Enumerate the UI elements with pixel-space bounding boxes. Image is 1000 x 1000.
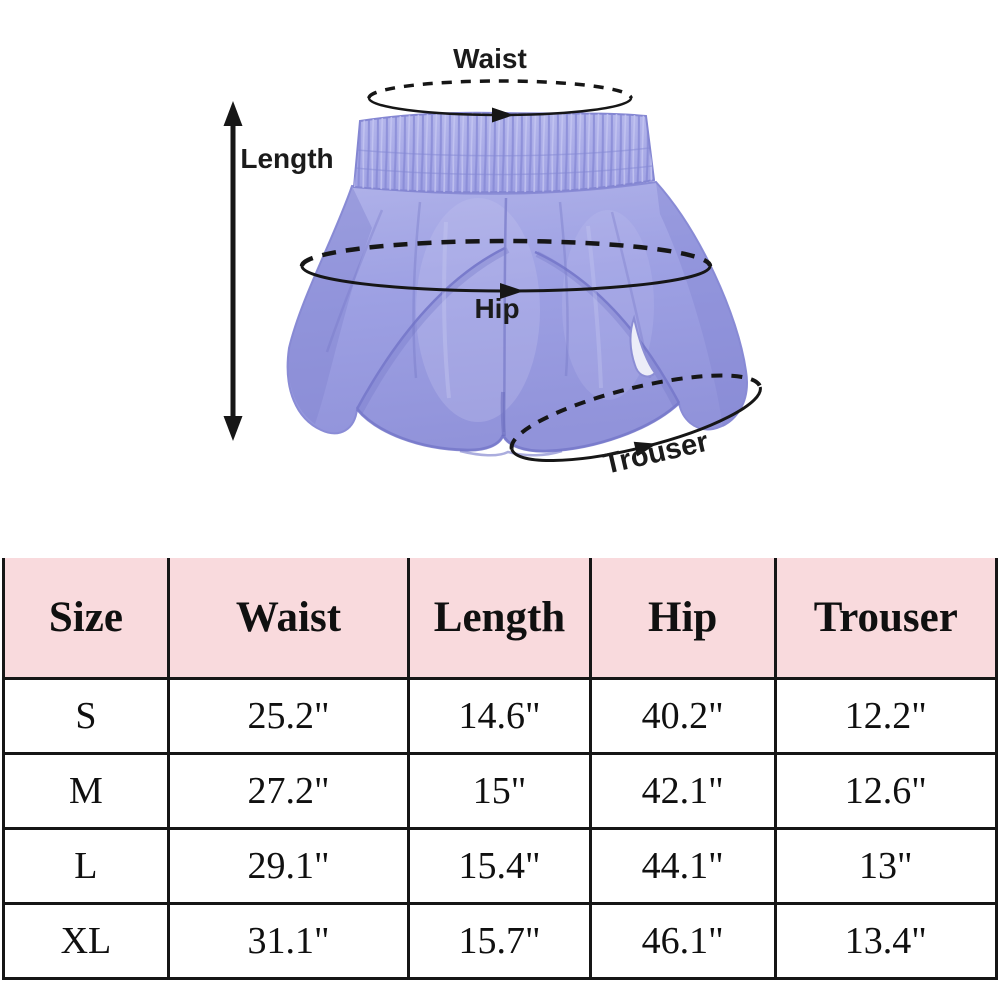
hip-arrow-icon	[500, 283, 524, 299]
col-header-size: Size	[2, 558, 170, 680]
waist-ellipse	[367, 79, 633, 123]
cell-waist: 27.2"	[166, 752, 411, 830]
cell-size: L	[2, 827, 170, 905]
col-header-waist: Waist	[166, 558, 411, 680]
cell-waist: 29.1"	[166, 827, 411, 905]
table-row-s: S 25.2" 14.6" 40.2" 12.2"	[2, 677, 999, 755]
cell-waist: 25.2"	[166, 677, 411, 755]
cell-length: 15.7"	[407, 902, 592, 980]
cell-length: 15"	[407, 752, 592, 830]
shorts-illustration: Waist Length Hip Trouser	[223, 43, 763, 481]
table-header-row: Size Waist Length Hip Trouser	[2, 558, 999, 680]
cell-size: M	[2, 752, 170, 830]
cell-hip: 40.2"	[588, 677, 777, 755]
trouser-arrow-icon	[633, 441, 657, 457]
cell-size: S	[2, 677, 170, 755]
length-label: Length	[240, 143, 333, 174]
col-header-length: Length	[407, 558, 592, 680]
length-arrow	[223, 101, 243, 441]
hip-label: Hip	[474, 293, 519, 324]
table-row-l: L 29.1" 15.4" 44.1" 13"	[2, 827, 999, 905]
shorts-body	[286, 111, 748, 457]
cell-trouser: 12.6"	[773, 752, 999, 830]
waist-arrow-icon	[492, 107, 514, 123]
cell-length: 15.4"	[407, 827, 592, 905]
size-table: Size Waist Length Hip Trouser S 25.2" 14…	[2, 558, 999, 980]
cell-length: 14.6"	[407, 677, 592, 755]
cell-hip: 46.1"	[588, 902, 777, 980]
table-row-m: M 27.2" 15" 42.1" 12.6"	[2, 752, 999, 830]
hip-ellipse	[299, 238, 713, 299]
shorts-measurement-diagram: Waist Length Hip Trouser	[223, 43, 763, 481]
cell-trouser: 13"	[773, 827, 999, 905]
col-header-hip: Hip	[588, 558, 777, 680]
trouser-ellipse	[509, 373, 763, 462]
cell-trouser: 12.2"	[773, 677, 999, 755]
waist-label: Waist	[453, 43, 527, 74]
cell-trouser: 13.4"	[773, 902, 999, 980]
length-arrow-down-icon	[223, 416, 243, 441]
length-arrow-up-icon	[223, 101, 243, 126]
cell-hip: 42.1"	[588, 752, 777, 830]
table-row-xl: XL 31.1" 15.7" 46.1" 13.4"	[2, 902, 999, 980]
col-header-trouser: Trouser	[773, 558, 999, 680]
cell-hip: 44.1"	[588, 827, 777, 905]
cell-size: XL	[2, 902, 170, 980]
cell-waist: 31.1"	[166, 902, 411, 980]
